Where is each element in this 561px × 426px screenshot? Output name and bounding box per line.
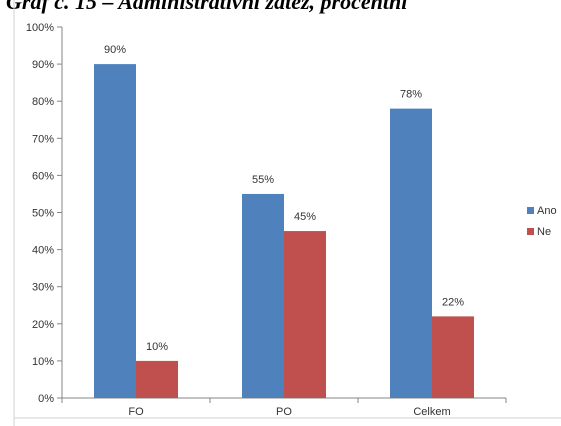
x-tick-label: PO (276, 406, 292, 418)
y-tick-label: 100% (26, 22, 54, 34)
data-label: 78% (400, 89, 422, 101)
y-tick-label: 20% (32, 319, 54, 331)
legend-swatch (527, 228, 534, 235)
data-label: 55% (252, 174, 274, 186)
data-label: 45% (294, 211, 316, 223)
legend-swatch (527, 207, 534, 214)
y-tick-label: 0% (38, 393, 54, 405)
y-tick-label: 90% (32, 59, 54, 71)
data-label: 10% (146, 341, 168, 353)
y-tick-label: 10% (32, 356, 54, 368)
legend-label: Ne (537, 226, 551, 238)
y-tick-label: 50% (32, 208, 54, 220)
data-label: 22% (442, 296, 464, 308)
bar-ne-celkem (432, 316, 474, 398)
y-tick-label: 60% (32, 170, 54, 182)
x-tick-label: Celkem (413, 406, 450, 418)
bar-ne-po (284, 231, 326, 398)
y-tick-label: 40% (32, 245, 54, 257)
page-title: Graf č. 15 – Administrativní zátěž, proc… (6, 0, 408, 14)
bar-ano-fo (94, 64, 136, 398)
bar-ano-celkem (390, 108, 432, 399)
y-tick-label: 70% (32, 133, 54, 145)
bar-ano-po (242, 193, 284, 398)
x-tick-label: FO (128, 406, 144, 418)
legend-label: Ano (537, 205, 557, 217)
y-tick-label: 80% (32, 96, 54, 108)
bar-ne-fo (136, 360, 178, 398)
y-tick-label: 30% (32, 282, 54, 294)
data-label: 90% (104, 44, 126, 56)
